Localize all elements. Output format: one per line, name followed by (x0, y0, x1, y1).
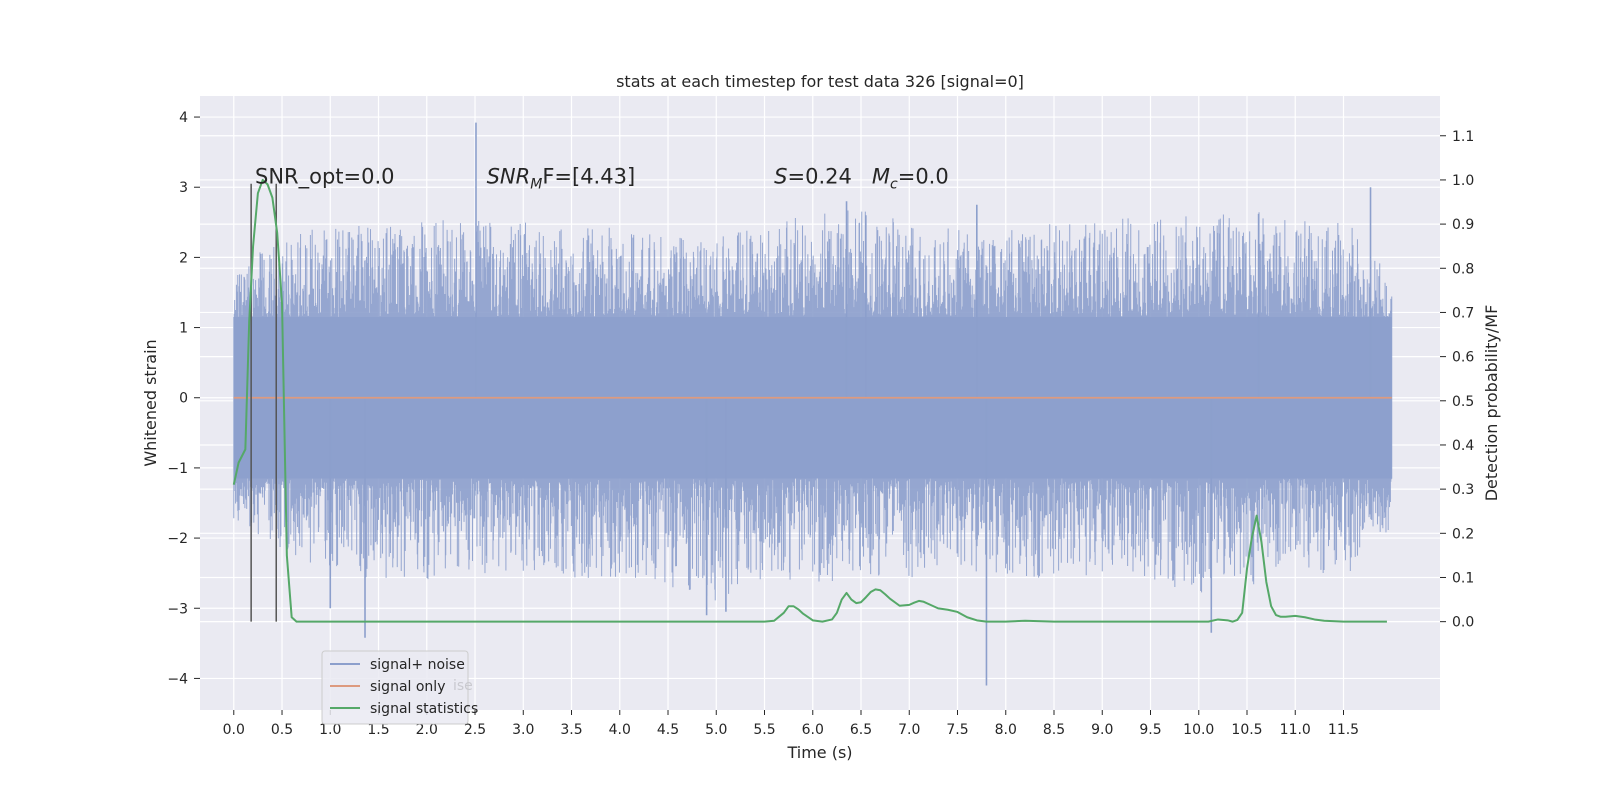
y-tick-label-0: −4 (167, 671, 188, 687)
legend-label-signal-statistics: signal statistics (370, 701, 478, 717)
x-tick-label-16: 8.0 (995, 722, 1017, 738)
y-right-tick-label-5: 0.5 (1452, 394, 1474, 410)
x-tick-label-4: 2.0 (416, 722, 438, 738)
chart-title: stats at each timestep for test data 326… (616, 72, 1024, 91)
y-tick-label-2: −2 (167, 531, 188, 547)
x-tick-label-20: 10.0 (1183, 722, 1214, 738)
y-tick-label-3: −1 (167, 461, 188, 477)
x-axis-label: Time (s) (786, 743, 852, 762)
annotation-snr-mf-sub: M (530, 177, 542, 193)
legend-box (321, 650, 469, 725)
y-axis-right-label: Detection probability/MF (1482, 305, 1501, 502)
x-tick-label-0: 0.0 (223, 722, 245, 738)
y-tick-label-1: −3 (167, 601, 188, 617)
y-right-tick-label-2: 0.2 (1452, 526, 1474, 542)
annotation-s-mc: S=0.24 Mc=0.0 (774, 165, 949, 193)
y-right-tick-label-4: 0.4 (1452, 438, 1474, 454)
x-tick-label-14: 7.0 (898, 722, 920, 738)
x-tick-label-2: 1.0 (319, 722, 341, 738)
x-tick-label-6: 3.0 (512, 722, 534, 738)
annotation-s-symbol: S (774, 165, 787, 189)
annotation-mc-sub: c (890, 177, 898, 193)
x-tick-label-3: 1.5 (367, 722, 389, 738)
y-axis-right-ticks: 0.0 0.1 0.2 0.3 0.4 0.5 0.6 0.7 0.8 0.9 1.0 1.1 (1440, 129, 1474, 631)
x-tick-label-7: 3.5 (560, 722, 582, 738)
legend-ghost-text: ise (453, 678, 473, 694)
y-tick-label-4: 0 (179, 391, 188, 407)
legend-label-signal-noise: signal+ noise (370, 657, 465, 673)
y-tick-label-5: 1 (179, 321, 188, 337)
y-right-tick-label-11: 1.1 (1452, 129, 1474, 145)
vertical-markers (250, 183, 277, 622)
y-right-tick-label-3: 0.3 (1452, 482, 1474, 498)
y-right-tick-label-8: 0.8 (1452, 261, 1474, 277)
y-right-tick-label-7: 0.7 (1452, 305, 1474, 321)
annotation-s-value: =0.24 (788, 165, 872, 189)
y-tick-label-6: 2 (179, 250, 188, 266)
x-tick-label-21: 10.5 (1231, 722, 1262, 738)
series-signal-statistics (232, 178, 1387, 623)
y-right-tick-label-6: 0.6 (1452, 350, 1474, 366)
annotation-mc-value: =0.0 (898, 165, 949, 189)
x-tick-label-8: 4.0 (609, 722, 631, 738)
x-tick-label-19: 9.5 (1139, 722, 1161, 738)
y-right-tick-label-10: 1.0 (1452, 173, 1474, 189)
x-tick-label-11: 5.5 (753, 722, 775, 738)
signal-statistics-line (232, 178, 1387, 623)
y-tick-label-8: 4 (179, 110, 188, 126)
y-axis-label: Whitened strain (141, 339, 160, 466)
legend-label-signal-only: signal only (370, 679, 445, 695)
annotation-snr-mf-main: SNR (487, 165, 531, 189)
y-right-tick-label-9: 0.9 (1452, 217, 1474, 233)
x-tick-label-1: 0.5 (271, 722, 293, 738)
y-right-tick-label-0: 0.0 (1452, 615, 1474, 631)
legend: ise signal+ noise signal only signal sta… (321, 650, 478, 725)
x-tick-label-15: 7.5 (946, 722, 968, 738)
x-tick-label-18: 9.0 (1091, 722, 1113, 738)
x-tick-label-13: 6.5 (850, 722, 872, 738)
x-tick-label-9: 4.5 (657, 722, 679, 738)
x-axis-ticks: 0.0 0.5 1.0 1.5 2.0 2.5 3.0 3.5 4.0 4.5 5.0 5.5 6.0 6… (223, 710, 1359, 738)
x-tick-label-12: 6.0 (802, 722, 824, 738)
x-tick-label-17: 8.5 (1043, 722, 1065, 738)
x-tick-label-5: 2.5 (464, 722, 486, 738)
y-right-tick-label-1: 0.1 (1452, 570, 1474, 586)
x-tick-label-22: 11.0 (1280, 722, 1311, 738)
annotation-snr-mf: SNRMF=[4.43] (487, 165, 636, 193)
annotation-snr-opt: SNR_opt=0.0 (255, 165, 395, 190)
annotation-mc-symbol: M (872, 165, 890, 189)
x-tick-label-23: 11.5 (1328, 722, 1359, 738)
x-tick-label-10: 5.0 (705, 722, 727, 738)
annotation-snr-mf-rest: F=[4.43] (542, 165, 635, 189)
y-tick-label-7: 3 (179, 180, 188, 196)
y-axis-ticks: −4 −3 −2 −1 0 1 2 3 4 (167, 110, 200, 687)
